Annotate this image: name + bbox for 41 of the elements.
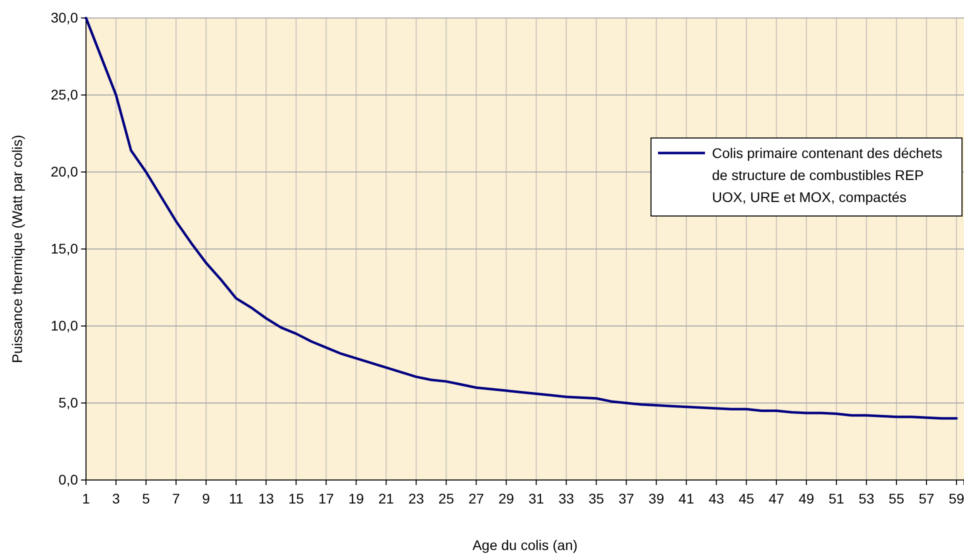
x-tick-label: 51 xyxy=(828,490,844,506)
y-tick-label: 20,0 xyxy=(50,163,78,180)
y-tick-label: 5,0 xyxy=(58,394,78,410)
x-tick-label: 37 xyxy=(618,490,634,506)
x-tick-label: 17 xyxy=(318,490,334,506)
x-tick-label: 47 xyxy=(768,490,784,506)
x-tick-label: 59 xyxy=(948,490,964,506)
y-tick-label: 25,0 xyxy=(50,86,78,102)
x-tick-label: 9 xyxy=(202,490,210,506)
x-tick-label: 31 xyxy=(528,490,544,506)
x-tick-label: 13 xyxy=(258,490,274,506)
x-tick-label: 33 xyxy=(558,490,574,506)
x-tick-label: 35 xyxy=(588,490,604,506)
x-tick-label: 21 xyxy=(378,490,394,506)
y-tick-label: 30,0 xyxy=(50,9,78,26)
x-tick-label: 5 xyxy=(142,490,150,506)
y-tick-label: 10,0 xyxy=(50,317,78,334)
x-tick-label: 45 xyxy=(738,490,754,506)
x-tick-label: 27 xyxy=(468,490,484,506)
x-tick-label: 3 xyxy=(112,490,120,506)
x-tick-label: 29 xyxy=(498,490,514,506)
x-tick-label: 11 xyxy=(228,490,244,506)
x-tick-label: 7 xyxy=(172,490,180,506)
x-tick-label: 25 xyxy=(438,490,454,506)
y-tick-label: 15,0 xyxy=(50,240,78,256)
x-tick-label: 1 xyxy=(82,490,90,506)
x-tick-label: 55 xyxy=(888,490,904,506)
x-tick-label: 49 xyxy=(798,490,814,506)
x-tick-label: 41 xyxy=(678,490,694,506)
y-tick-label: 0,0 xyxy=(58,471,78,488)
y-axis-title: Puissance thermique (Watt par colis) xyxy=(9,134,25,364)
x-tick-label: 23 xyxy=(408,490,424,506)
x-tick-label: 53 xyxy=(858,490,874,506)
x-tick-label: 19 xyxy=(348,490,364,506)
x-tick-label: 57 xyxy=(918,490,934,506)
legend-label: Colis primaire contenant des déchets de structure de combustibles REP UOX, URE et MOX, compactés xyxy=(712,145,942,205)
x-axis-title: Age du colis (an) xyxy=(472,537,578,553)
x-tick-label: 43 xyxy=(708,490,724,506)
x-tick-label: 39 xyxy=(648,490,664,506)
x-tick-label: 15 xyxy=(288,490,304,506)
line-series xyxy=(84,16,958,420)
